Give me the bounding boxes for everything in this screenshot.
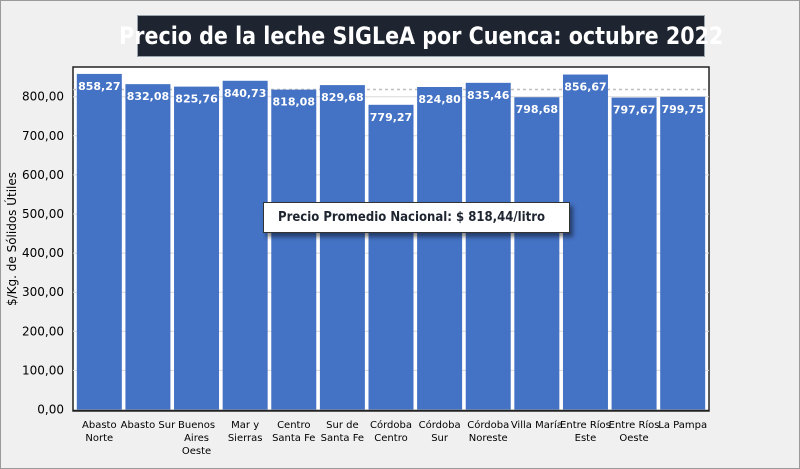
chart-title: Precio de la leche SIGLeA por Cuenca: oc… [118, 22, 724, 50]
x-category-label-line: La Pampa [658, 420, 707, 431]
bar [562, 74, 608, 410]
x-category-label: Entre Ríos Oeste [609, 419, 660, 444]
x-category-label: Centro Santa Fe [272, 420, 315, 444]
bar-value-label: 829,68 [321, 91, 363, 104]
bar [368, 104, 414, 410]
x-category-label-line: Centro [277, 420, 310, 431]
y-tick-label: 700,00 [22, 129, 64, 143]
y-tick-label: 800,00 [22, 90, 64, 104]
x-category-label-line: Abasto Sur [121, 420, 176, 431]
bar-value-label: 799,75 [661, 103, 703, 116]
average-price-text: Precio Promedio Nacional: $ 818,44/litro [278, 210, 546, 225]
bar-value-label: 798,68 [516, 103, 558, 116]
y-tick-label: 500,00 [22, 207, 64, 221]
bar-value-label: 824,80 [418, 93, 461, 106]
bar [222, 80, 268, 410]
bar-value-label: 840,73 [224, 87, 266, 100]
bar [417, 87, 463, 410]
x-category-label-line: Entre Ríos [609, 419, 660, 431]
bar-value-label: 797,67 [613, 104, 655, 117]
bar-value-label: 825,76 [175, 93, 218, 106]
bar [271, 89, 317, 410]
bar-value-label: 835,46 [467, 89, 510, 102]
x-category-label: Córdoba Sur [419, 419, 461, 444]
x-category-label-line: Aires [184, 433, 209, 444]
bar-value-label: 856,67 [564, 81, 606, 94]
x-category-label-line: Córdoba [419, 419, 461, 431]
bar [660, 96, 706, 410]
y-tick-label: 300,00 [22, 285, 64, 299]
x-category-label-line: Oeste [619, 433, 648, 444]
x-category-label: Abasto Norte [82, 420, 117, 444]
x-category-label-line: Santa Fe [272, 433, 315, 444]
bar [465, 82, 511, 410]
x-category-label-line: Sur [431, 433, 449, 444]
x-category-label: Entre Ríos Este [560, 419, 611, 444]
x-category-label-line: Oeste [182, 446, 211, 457]
y-tick-label: 400,00 [22, 246, 64, 260]
x-category-label: Villa María [511, 419, 563, 431]
bar [514, 97, 560, 410]
x-category-label: Córdoba Noreste [467, 419, 509, 444]
average-price-callout: Precio Promedio Nacional: $ 818,44/litro [263, 202, 570, 233]
x-category-label-line: Córdoba [467, 419, 509, 431]
x-category-label: Abasto Sur [121, 420, 176, 431]
x-category-label: Sur de Santa Fe [321, 420, 364, 444]
bar [319, 85, 365, 410]
y-tick-label: 200,00 [22, 324, 64, 338]
y-axis-ticks: 0,00 100,00 200,00 300,00 400,00 500,00 600,00… [22, 90, 64, 417]
x-category-label-line: Noreste [469, 433, 508, 444]
bar [174, 86, 220, 410]
x-category-label: Córdoba Centro [370, 419, 412, 444]
bar-value-label: 818,08 [273, 96, 315, 109]
x-category-label: Mar y Sierras [228, 420, 263, 444]
x-category-label-line: Sierras [228, 433, 263, 444]
x-category-label-line: Centro [374, 433, 407, 444]
x-category-label: La Pampa [658, 420, 707, 431]
bar [611, 97, 657, 410]
bars: 858,27 832,08 825,76 840,73 818,08 829,68 779,… [76, 73, 706, 410]
x-category-label-line: Este [575, 433, 597, 444]
x-category-label: Buenos Aires Oeste [178, 420, 215, 457]
bar-value-label: 858,27 [78, 80, 120, 93]
y-tick-label: 600,00 [22, 168, 64, 182]
y-axis-label: $/Kg. de Sólidos Útiles [4, 172, 19, 306]
chart-title-box: Precio de la leche SIGLeA por Cuenca: oc… [119, 15, 723, 57]
y-tick-label: 100,00 [22, 363, 64, 377]
x-category-label-line: Sur de [326, 420, 358, 431]
x-category-label-line: Mar y [231, 420, 259, 431]
bar-value-label: 779,27 [370, 111, 412, 124]
x-category-label-line: Buenos [178, 420, 215, 431]
x-axis-labels: Abasto Norte Abasto Sur Buenos Aires Oeste Mar… [82, 419, 707, 457]
bar [125, 84, 171, 410]
bar [76, 73, 122, 410]
bar-value-label: 832,08 [127, 90, 169, 103]
y-tick-label: 0,00 [37, 403, 64, 417]
x-category-label-line: Entre Ríos [560, 419, 611, 431]
x-category-label-line: Córdoba [370, 419, 412, 431]
x-category-label-line: Abasto [82, 420, 117, 431]
x-category-label-line: Norte [85, 433, 113, 444]
x-category-label-line: Villa María [511, 419, 563, 431]
x-category-label-line: Santa Fe [321, 433, 364, 444]
